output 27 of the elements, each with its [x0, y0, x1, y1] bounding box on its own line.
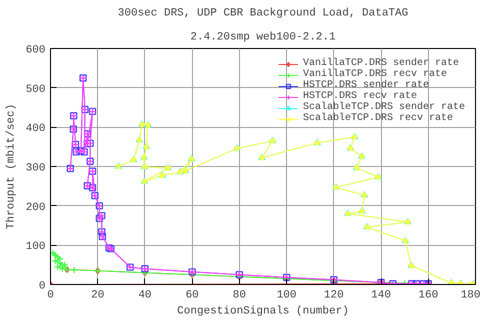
y-tick-label: 400	[26, 123, 46, 136]
y-tick-label: 600	[26, 44, 46, 56]
y-tick-label: 0	[38, 280, 46, 292]
y-axis-title: Throuput (mbit/sec)	[6, 104, 18, 230]
y-tick-label: 300	[26, 162, 46, 174]
x-axis-title: CongestionSignals (number)	[177, 306, 349, 318]
chart-subtitle: 2.4.20smp web100-2.2.1	[190, 32, 336, 44]
x-tick-label: 160	[418, 290, 438, 302]
y-tick-label: 500	[26, 84, 46, 96]
legend-label: ScalableTCP.DRS sender rate	[302, 102, 465, 113]
chart-title: 300sec DRS, UDP CBR Background Load, DataTAG	[118, 8, 408, 20]
legend-label: VanillaTCP.DRS sender rate	[302, 58, 459, 69]
y-tick-label: 100	[26, 241, 46, 254]
x-tick-label: 140	[371, 290, 391, 302]
x-tick-label: 180	[460, 290, 480, 302]
x-tick-label: 100	[276, 290, 297, 302]
x-tick-label: 60	[186, 290, 199, 302]
legend-label: VanillaTCP.DRS recv rate	[302, 69, 447, 80]
x-tick-label: 80	[232, 290, 246, 302]
legend-label: ScalableTCP.DRS recv rate	[302, 113, 453, 124]
y-tick-label: 200	[26, 202, 46, 214]
x-tick-label: 120	[324, 290, 344, 302]
legend-label: HSTCP.DRS sender rate	[302, 80, 429, 91]
x-tick-label: 0	[47, 290, 54, 302]
x-tick-label: 40	[138, 290, 152, 302]
legend-label: HSTCP.DRS recv rate	[302, 91, 417, 102]
x-tick-label: 20	[91, 290, 104, 302]
